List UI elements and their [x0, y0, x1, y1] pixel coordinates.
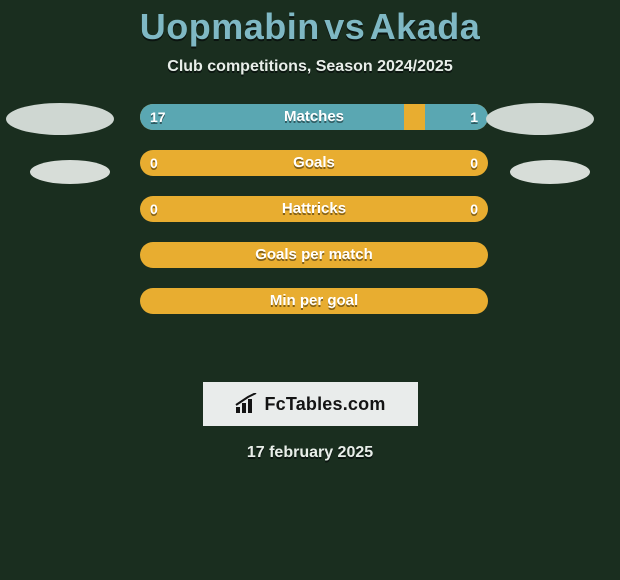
page-title: Uopmabin vs Akada [0, 0, 620, 48]
stat-value-b: 0 [470, 196, 478, 222]
stat-value-a: 17 [150, 104, 166, 130]
ellipse-decoration [30, 160, 110, 184]
date-text: 17 february 2025 [0, 444, 620, 462]
stat-row: Goals per match [140, 242, 488, 268]
title-player-b: Akada [370, 6, 481, 47]
title-player-a: Uopmabin [140, 6, 320, 47]
stat-value-b: 1 [470, 104, 478, 130]
stat-value-a: 0 [150, 196, 158, 222]
stat-row: Min per goal [140, 288, 488, 314]
brand-text: FcTables.com [264, 394, 385, 415]
stat-fill-b [425, 104, 488, 130]
subtitle: Club competitions, Season 2024/2025 [0, 58, 620, 76]
title-vs: vs [324, 6, 365, 47]
stat-label: Hattricks [140, 196, 488, 222]
ellipse-decoration [486, 103, 594, 135]
brand-badge: FcTables.com [203, 382, 418, 426]
stat-label: Goals [140, 150, 488, 176]
stat-label: Min per goal [140, 288, 488, 314]
stat-value-b: 0 [470, 150, 478, 176]
stats-figure: 171Matches00Goals00HattricksGoals per ma… [0, 104, 620, 364]
ellipse-decoration [6, 103, 114, 135]
stat-fill-a [140, 104, 404, 130]
stat-rows-container: 171Matches00Goals00HattricksGoals per ma… [140, 104, 488, 334]
bars-icon [234, 393, 258, 415]
stat-row: 0 0Goals [140, 150, 488, 176]
stat-row: 0 0Hattricks [140, 196, 488, 222]
ellipse-decoration [510, 160, 590, 184]
stat-row: 171Matches [140, 104, 488, 130]
stat-value-a: 0 [150, 150, 158, 176]
stat-label: Goals per match [140, 242, 488, 268]
